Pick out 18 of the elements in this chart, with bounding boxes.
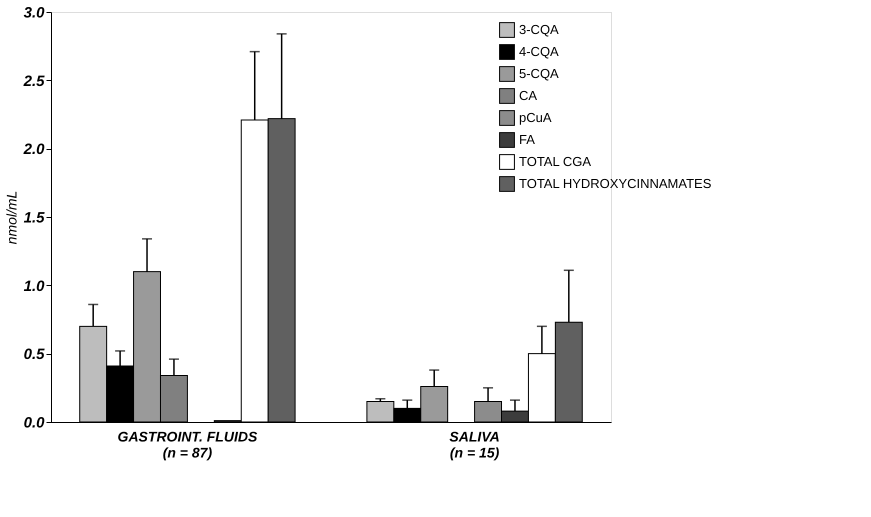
y-tick-label: 1.0	[24, 278, 46, 295]
legend-label: TOTAL HYDROXYCINNAMATES	[519, 176, 712, 191]
y-tick-label: 3.0	[24, 4, 46, 22]
y-tick-label: 2.5	[22, 72, 46, 90]
legend-label: TOTAL CGA	[519, 154, 592, 169]
y-tick-label: 1.5	[24, 210, 46, 226]
legend-label: 3-CQA	[519, 22, 560, 37]
y-axis-title: nmol/mL	[4, 190, 20, 244]
legend-label: pCuA	[519, 110, 552, 125]
legend-label: 5-CQA	[519, 66, 560, 81]
x-tick-label: GASTROINT. FLUIDS (n = 87)	[118, 428, 258, 460]
y-tick-label: 0.5	[24, 346, 46, 364]
y-tick-label: 0.0	[24, 414, 46, 432]
legend-label: FA	[519, 132, 536, 147]
legend-label: CA	[519, 88, 538, 103]
x-tick-label: SALIVA (n = 15)	[449, 428, 500, 460]
y-tick-label: 2.0	[22, 141, 46, 158]
legend-label: 4-CQA	[519, 44, 560, 59]
